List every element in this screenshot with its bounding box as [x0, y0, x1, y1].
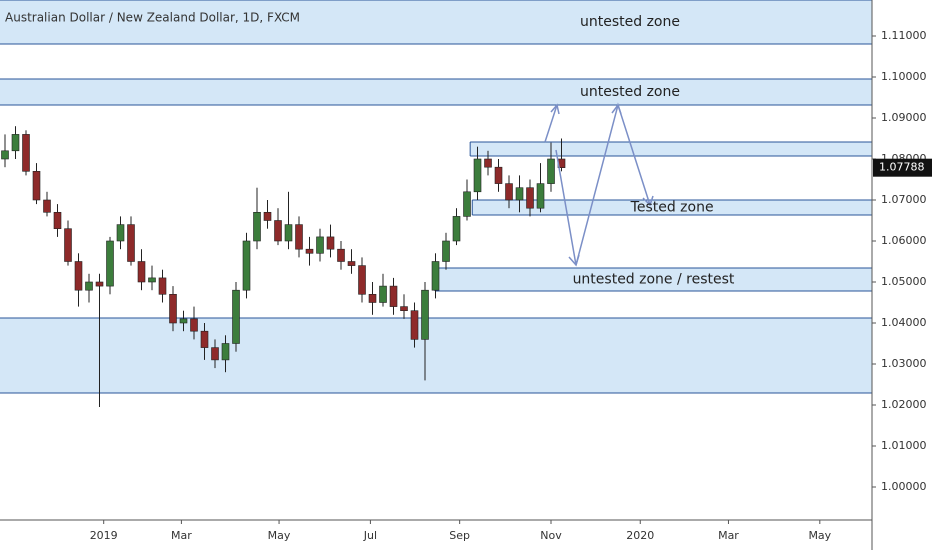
- x-tick-label: May: [808, 529, 831, 542]
- x-tick-label: Sep: [449, 529, 470, 542]
- candle-body: [463, 191, 471, 217]
- candle-body: [116, 224, 125, 242]
- last-price-box: [873, 158, 932, 177]
- candle-body: [284, 224, 293, 242]
- zone: [0, 79, 872, 106]
- candle-body: [274, 220, 282, 242]
- y-tick-label: 1.01000: [881, 439, 927, 452]
- y-tick-label: 1.06000: [881, 234, 927, 247]
- arrow-line: [555, 102, 651, 266]
- candle-body: [379, 285, 387, 303]
- zone: [434, 268, 872, 292]
- candle-body: [85, 281, 93, 291]
- x-tick-label: Nov: [540, 529, 562, 542]
- zone-label: untested zone: [580, 14, 680, 30]
- y-tick-label: 1.00000: [881, 480, 927, 493]
- candle-body: [547, 158, 555, 184]
- x-tick-label: 2019: [90, 529, 118, 542]
- zone-label: Tested zone: [630, 199, 714, 215]
- arrow-head: [550, 103, 560, 115]
- candle-body: [22, 134, 30, 172]
- candle-body: [190, 318, 198, 332]
- candle-body: [127, 224, 135, 262]
- candle-body: [400, 306, 408, 311]
- candles: [1, 126, 566, 408]
- candle-body: [368, 293, 377, 303]
- y-tick-label: 1.03000: [881, 357, 927, 370]
- arrow-head: [611, 103, 622, 115]
- candle-body: [221, 343, 230, 361]
- last-price-label: 1.07788: [879, 161, 925, 174]
- candle-body: [347, 261, 356, 266]
- candle-body: [106, 240, 114, 287]
- candle-body: [95, 281, 104, 287]
- x-tick-label: May: [268, 529, 291, 542]
- candle-body: [410, 310, 419, 340]
- candle-body: [179, 318, 188, 324]
- y-tick-label: 1.02000: [881, 398, 927, 411]
- axes: 1.00000 1.01000 1.02000 1.03000 1.04000 1.050…: [90, 29, 932, 542]
- zone: [470, 141, 872, 157]
- x-tick-label: Jul: [363, 529, 377, 542]
- candle-body: [74, 261, 83, 291]
- candle-body: [421, 289, 429, 340]
- candle-body: [43, 199, 51, 213]
- candle-body: [137, 261, 146, 283]
- y-tick-label: 1.07000: [881, 193, 927, 206]
- zone-labels: untested zone untested zone Tested zone unt…: [573, 14, 735, 288]
- candle-body: [263, 211, 272, 221]
- zone-label: untested zone / restest: [573, 272, 735, 288]
- candle-body: [337, 248, 345, 262]
- candle-body: [211, 347, 219, 361]
- candle-body: [473, 158, 482, 193]
- candle-body: [1, 150, 9, 160]
- candle-body: [526, 187, 534, 209]
- candle-body: [158, 277, 167, 295]
- candle-body: [389, 285, 398, 307]
- x-tick-label: Mar: [718, 529, 739, 542]
- candle-body: [148, 277, 156, 283]
- candle-body: [11, 134, 20, 152]
- zone: [472, 199, 872, 216]
- candle-body: [64, 228, 72, 262]
- chart-title: Australian Dollar / New Zealand Dollar, …: [5, 11, 300, 25]
- y-tick-label: 1.05000: [881, 275, 927, 288]
- candle-body: [253, 211, 261, 242]
- candle-body: [536, 183, 545, 209]
- zone-label: untested zone: [580, 84, 680, 100]
- candle-body: [358, 265, 366, 295]
- candle-body: [200, 330, 209, 348]
- candle-body: [452, 216, 461, 242]
- x-tick-label: 2020: [626, 529, 654, 542]
- y-tick-label: 1.10000: [881, 70, 927, 83]
- candle-body: [242, 240, 251, 291]
- y-tick-label: 1.11000: [881, 29, 927, 42]
- projection-arrows: [544, 102, 654, 267]
- candle-body: [515, 187, 524, 201]
- candle-body: [484, 158, 492, 168]
- arrow-head: [642, 195, 654, 207]
- candle-body: [505, 183, 513, 201]
- y-tick-label: 1.04000: [881, 316, 927, 329]
- candle-body: [53, 211, 62, 229]
- zone: [0, 317, 872, 393]
- candle-body: [442, 240, 450, 262]
- zone: [0, 0, 872, 44]
- y-tick-label: 1.09000: [881, 111, 927, 124]
- candle-body: [316, 236, 324, 254]
- candle-body: [305, 248, 314, 254]
- candle-body: [431, 261, 440, 291]
- candle-body: [494, 166, 503, 184]
- candle-body: [326, 236, 335, 250]
- candle-body: [295, 224, 303, 250]
- zones: [0, 0, 872, 394]
- arrow-line: [544, 104, 558, 143]
- x-tick-label: Mar: [171, 529, 192, 542]
- candle-body: [169, 293, 177, 324]
- candle-body: [32, 170, 41, 201]
- candle-body: [232, 289, 240, 344]
- arrow-head: [568, 254, 580, 267]
